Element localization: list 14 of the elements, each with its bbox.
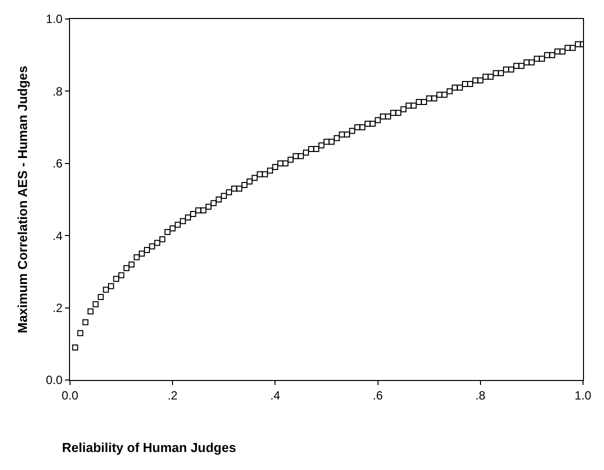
x-tick-label: 0.0 — [62, 388, 79, 402]
x-tick-label: 1.0 — [574, 388, 592, 402]
y-tick-label: 1.0 — [46, 12, 63, 26]
x-tick-label: .2 — [168, 388, 178, 402]
y-tick-label: .4 — [52, 228, 63, 243]
x-tick-label: .4 — [270, 388, 281, 402]
y-tick-label: .2 — [52, 301, 63, 315]
x-tick-label: .6 — [372, 388, 384, 402]
x-tick-label: .8 — [475, 388, 486, 402]
x-axis-title: Reliability of Human Judges — [62, 440, 236, 455]
y-tick-label: .8 — [52, 84, 63, 98]
y-tick-label: .6 — [52, 156, 63, 171]
y-axis-title: Maximum Correlation AES - Human Judges — [14, 66, 30, 334]
y-tick-label: 0.0 — [46, 373, 63, 388]
